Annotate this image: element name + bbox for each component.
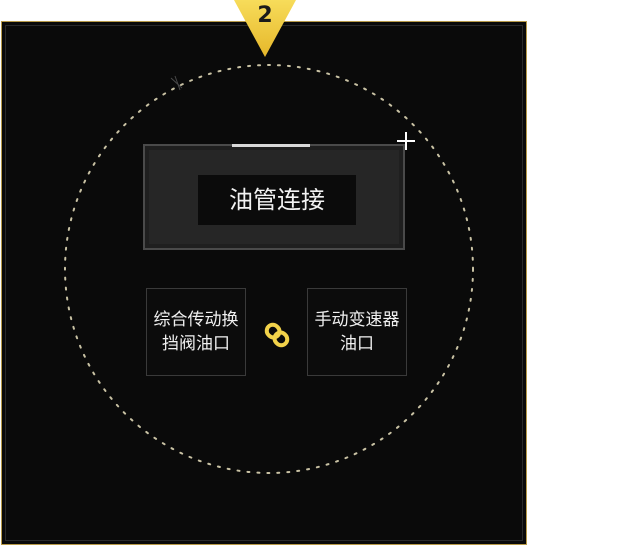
main-label: 油管连接 — [229, 186, 325, 214]
main-label-plate: 油管连接 — [198, 175, 356, 225]
part-left-label: 综合传动换 挡阀油口 — [153, 310, 239, 354]
step-badge: 2 — [232, 0, 298, 58]
box-inner: 油管连接 — [149, 150, 399, 244]
step-number: 2 — [257, 3, 273, 28]
part-right-label: 手动变速器 油口 — [314, 310, 400, 354]
diagram-panel — [1, 21, 527, 545]
part-left-box[interactable]: 综合传动换 挡阀油口 — [146, 288, 246, 376]
link-icon[interactable] — [259, 317, 295, 353]
connection-target-box[interactable]: 油管连接 — [143, 144, 405, 250]
step-badge-triangle-icon — [234, 0, 296, 57]
part-right-box[interactable]: 手动变速器 油口 — [307, 288, 407, 376]
crosshair-icon — [397, 132, 415, 150]
box-top-tab — [232, 144, 310, 147]
